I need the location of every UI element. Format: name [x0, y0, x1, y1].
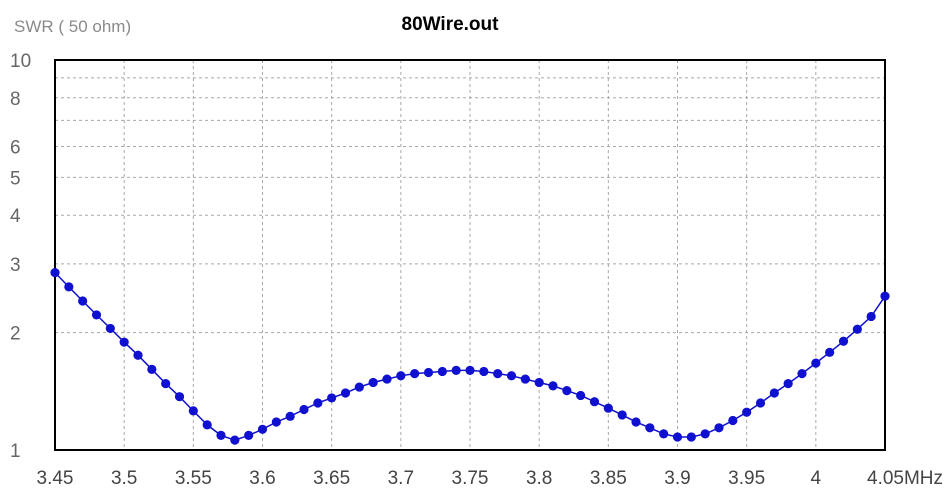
y-tick-label: 8 [10, 89, 21, 110]
x-tick-label: 3.65 [313, 468, 350, 489]
data-point [645, 423, 655, 433]
data-point [838, 336, 849, 346]
data-point [423, 367, 434, 378]
data-point [216, 430, 226, 441]
data-point [202, 420, 212, 430]
y-tick-label: 4 [10, 206, 21, 227]
x-tick-label: 3.7 [388, 468, 414, 489]
data-point [617, 410, 627, 420]
data-point [91, 310, 102, 320]
data-point [299, 404, 309, 415]
data-point [451, 365, 461, 375]
data-point [354, 382, 364, 392]
x-tick-label: 3.6 [249, 468, 275, 489]
data-point [866, 311, 876, 322]
x-tick-label: 3.85 [590, 468, 627, 489]
x-tick-label: 4 [811, 468, 822, 489]
data-point [631, 417, 641, 427]
data-point [506, 371, 517, 381]
data-point [852, 324, 862, 334]
y-tick-label: 6 [10, 138, 21, 159]
data-point [576, 390, 586, 401]
data-point [493, 368, 503, 379]
plot-frame [54, 59, 886, 451]
data-point [119, 337, 129, 347]
data-point [410, 368, 420, 379]
x-tick-label: 3.95 [728, 468, 765, 489]
x-tick-label: 3.9 [664, 468, 690, 489]
data-point [479, 366, 489, 377]
x-tick-label: 3.45 [37, 468, 74, 489]
data-point [78, 296, 88, 306]
data-point [728, 415, 738, 426]
data-point [755, 398, 766, 408]
data-point [659, 429, 669, 439]
data-point [880, 291, 890, 301]
y-tick-label: 3 [10, 255, 21, 276]
data-point [313, 398, 323, 408]
x-tick-label: 3.8 [526, 468, 552, 489]
data-point [50, 268, 60, 278]
y-tick-label: 5 [10, 168, 21, 189]
data-point [285, 411, 295, 421]
y-tick-label: 2 [10, 324, 21, 345]
x-tick-label: 3.55 [175, 468, 212, 489]
data-point [769, 388, 779, 398]
data-point [382, 374, 392, 384]
data-point [742, 407, 752, 417]
data-point [188, 406, 198, 416]
data-point [230, 435, 240, 445]
y-tick-label: 10 [10, 51, 31, 72]
y-axis-label: SWR ( 50 ohm) [14, 17, 132, 36]
data-point [465, 365, 475, 375]
series-group [50, 268, 890, 445]
data-point [603, 403, 613, 413]
data-point [105, 323, 115, 334]
data-point [340, 388, 351, 398]
data-point [437, 366, 447, 377]
data-point [244, 430, 254, 441]
x-tick-label: 3.75 [452, 468, 489, 489]
y-tick-label: 1 [10, 441, 21, 462]
data-point [147, 364, 157, 374]
data-point [64, 282, 74, 292]
data-point [825, 347, 835, 357]
data-point [797, 368, 807, 379]
data-point [534, 377, 544, 388]
data-point [161, 378, 171, 389]
data-point [257, 424, 268, 434]
grid-lines [55, 60, 885, 450]
data-point [686, 432, 696, 442]
data-point [327, 393, 337, 403]
data-point [811, 358, 821, 368]
data-point [714, 423, 724, 433]
chart-title: 80Wire.out [401, 14, 499, 35]
data-point [672, 432, 683, 442]
data-point [396, 371, 406, 381]
x-tick-label: 4.05MHz [867, 468, 943, 489]
data-point [133, 350, 143, 360]
data-point [271, 417, 281, 427]
data-point [589, 397, 600, 407]
data-point [548, 381, 558, 391]
data-point [174, 392, 185, 402]
data-point [368, 377, 378, 388]
data-point [520, 374, 530, 384]
x-axis-ticks: 3.45 3.5 3.55 3.6 3.65 3.7 3.75 3.8 3.85 3.9 3.95 4… [37, 468, 944, 489]
y-axis-ticks: 1 2 3 4 5 6 8 10 [10, 51, 31, 462]
data-point [562, 386, 572, 396]
data-point [700, 429, 710, 439]
x-tick-label: 3.5 [111, 468, 137, 489]
data-point [783, 378, 793, 389]
